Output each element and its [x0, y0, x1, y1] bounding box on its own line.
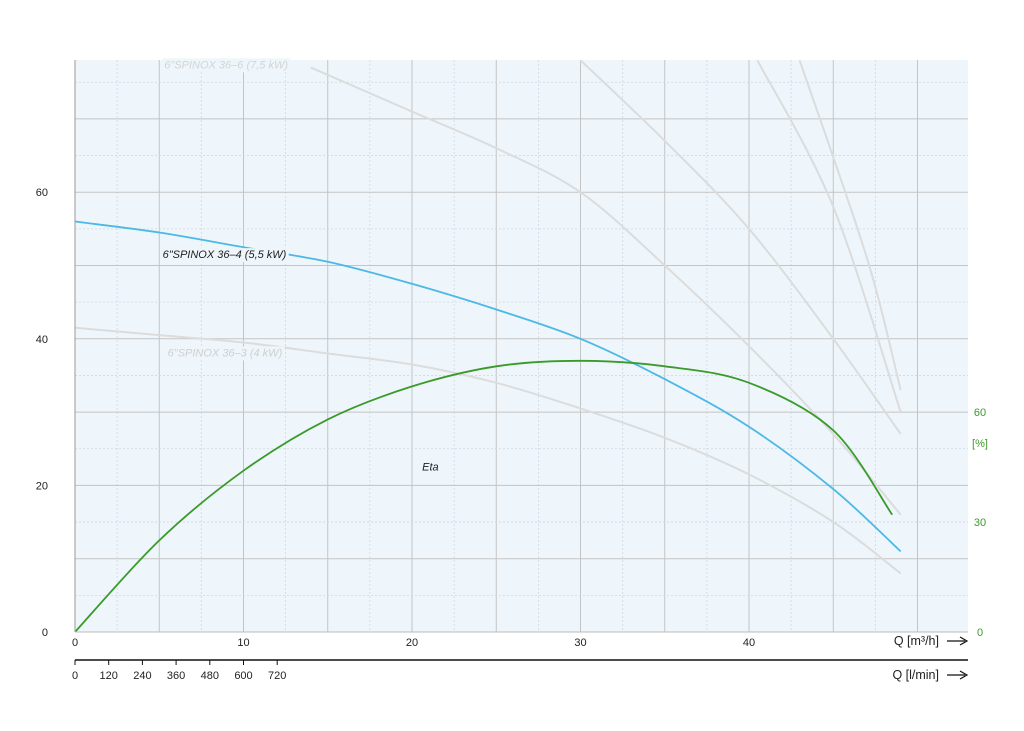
- grid: [75, 60, 968, 632]
- eta-tick-label: 60: [974, 407, 986, 419]
- y-tick-label: 40: [36, 334, 48, 346]
- label-eta-background: [420, 460, 441, 475]
- active-pump-curve: [75, 220, 902, 553]
- plot-background: [75, 60, 968, 632]
- x-tick-label-lmin: 120: [100, 670, 118, 682]
- inactive-pump-curve-1: [75, 326, 902, 575]
- x-tick-label-lmin: 360: [167, 670, 185, 682]
- inactive-pump-curve-3: [579, 60, 902, 435]
- x-tick-label-m3h: 0: [72, 637, 78, 649]
- label-spinox-36-3: 6"SPINOX 36–3 (4 kW): [168, 347, 283, 359]
- x-tick-label-lmin: 480: [201, 670, 219, 682]
- x-tick-label-m3h: 30: [574, 637, 586, 649]
- label-spinox-36-4-background: [160, 248, 289, 263]
- label-spinox-36-3-background: [165, 346, 285, 361]
- y-tick-label: 60: [36, 187, 48, 199]
- x-tick-label-m3h: 20: [406, 637, 418, 649]
- x-tick-label-lmin: 240: [133, 670, 151, 682]
- plot-area: [75, 60, 968, 632]
- eta-tick-label: 0: [977, 627, 983, 639]
- eta-axis-unit: [%]: [972, 438, 988, 450]
- inactive-pump-curve-5: [798, 60, 902, 391]
- axis-arrow-head-icon: [959, 670, 969, 680]
- eta-curve: [75, 359, 893, 632]
- axis-arrow-head-icon: [959, 636, 969, 646]
- curve-labels: 6"SPINOX 36–4 (5,5 kW) 6"SPINOX 36–3 (4 k…: [160, 58, 441, 475]
- eta-tick-label: 30: [974, 517, 986, 529]
- x-axis-title-lmin: Q [l/min]: [892, 668, 939, 682]
- x-tick-label-lmin: 600: [234, 670, 252, 682]
- label-spinox-36-4: 6"SPINOX 36–4 (5,5 kW): [163, 249, 287, 261]
- label-spinox-36-6-background: [162, 58, 291, 73]
- y-tick-label: 20: [36, 480, 48, 492]
- curves: [75, 60, 902, 632]
- inactive-pump-curve-4: [756, 60, 902, 413]
- inactive-pump-curve-2: [310, 66, 902, 516]
- x-axis-title-m3h: Q [m³/h]: [894, 634, 939, 648]
- label-eta: Eta: [422, 462, 439, 474]
- x-tick-label-m3h: 40: [743, 637, 755, 649]
- label-spinox-36-6: 6"SPINOX 36–6 (7,5 kW): [164, 59, 288, 71]
- x-tick-label-lmin: 720: [268, 670, 286, 682]
- x-tick-label-lmin: 0: [72, 670, 78, 682]
- x-tick-label-m3h: 10: [237, 637, 249, 649]
- y-tick-label: 0: [42, 627, 48, 639]
